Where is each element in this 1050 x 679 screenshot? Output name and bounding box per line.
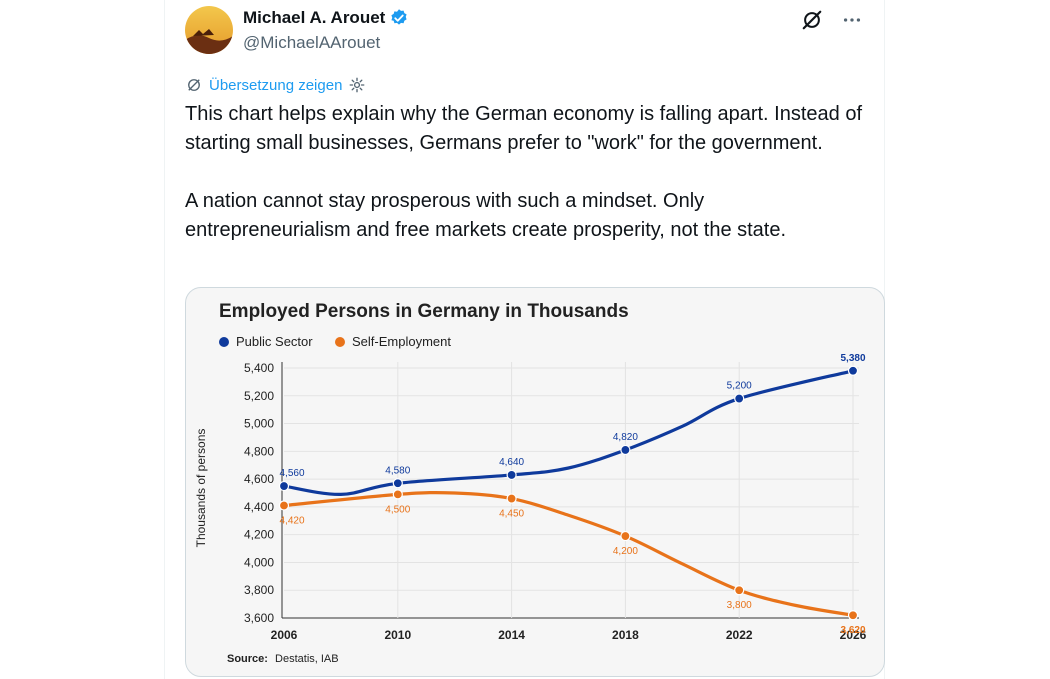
- y-tick-label: 4,400: [244, 500, 274, 514]
- line-chart: Employed Persons in Germany in Thousands…: [194, 301, 867, 665]
- data-label-self: 3,800: [727, 600, 752, 611]
- translate-icon: [188, 79, 200, 91]
- y-tick-label: 3,800: [244, 583, 274, 597]
- data-point-public: [847, 365, 859, 376]
- legend-marker-public: [219, 337, 229, 347]
- data-point-public: [278, 480, 290, 492]
- show-translation-label[interactable]: Übersetzung zeigen: [209, 76, 343, 94]
- data-point-self: [506, 493, 517, 504]
- data-label-public: 4,820: [613, 432, 638, 443]
- data-point-self: [847, 610, 859, 621]
- chart-legend: Public Sector Self-Employment: [219, 334, 451, 349]
- data-point-self: [620, 530, 631, 542]
- show-translation-link[interactable]: Übersetzung zeigen: [185, 76, 366, 94]
- author-handle[interactable]: @MichaelAArouet: [243, 33, 381, 52]
- tweet-media-chart[interactable]: Employed Persons in Germany in Thousands…: [185, 287, 885, 677]
- data-label-self: 4,500: [385, 504, 410, 515]
- chart-grid: [281, 362, 859, 619]
- y-tick-label: 4,800: [244, 444, 274, 458]
- y-tick-label: 5,000: [244, 417, 274, 431]
- chart-series: 4,560 4,580 4,640 4,820 5,200 5,380 4,420 4,500…: [278, 353, 866, 636]
- tweet: Michael A. Arouet @MichaelAArouet Übers: [164, 0, 885, 679]
- data-point-public: [506, 469, 517, 481]
- data-point-self: [392, 489, 403, 500]
- legend-marker-self: [335, 337, 345, 347]
- data-label-self: 4,450: [499, 509, 524, 520]
- data-point-public: [734, 393, 745, 404]
- x-tick-label: 2026: [840, 628, 867, 642]
- author-name-text[interactable]: Michael A. Arouet: [243, 8, 386, 27]
- tweet-paragraph-1: This chart helps explain why the German …: [185, 103, 863, 154]
- data-label-self: 4,200: [613, 546, 638, 557]
- chart-title: Employed Persons in Germany in Thousands: [219, 301, 629, 322]
- data-label-public: 5,380: [840, 353, 865, 364]
- y-tick-label: 5,400: [244, 361, 274, 375]
- x-tick-label: 2022: [726, 628, 753, 642]
- legend-label-self: Self-Employment: [352, 334, 451, 349]
- series-line-public: [282, 369, 855, 496]
- data-point-self: [734, 585, 745, 596]
- series-line-self: [282, 490, 855, 617]
- tweet-paragraph-2: A nation cannot stay prosperous with suc…: [185, 190, 787, 241]
- gear-icon[interactable]: [348, 76, 366, 94]
- y-axis-ticks: 5,400 5,200 5,000 4,800 4,600 4,400 4,200 4,000…: [244, 361, 274, 625]
- tweet-text: This chart helps explain why the German …: [185, 100, 865, 245]
- x-tick-label: 2006: [271, 628, 298, 642]
- y-tick-label: 3,600: [244, 611, 274, 625]
- avatar[interactable]: [185, 6, 233, 54]
- x-tick-label: 2014: [498, 628, 525, 642]
- data-point-public: [620, 444, 631, 456]
- data-point-self: [278, 500, 290, 511]
- verified-badge-icon: [391, 9, 407, 25]
- data-label-self: 4,420: [279, 516, 304, 527]
- grok-icon[interactable]: [800, 8, 824, 32]
- y-tick-label: 4,200: [244, 528, 274, 542]
- data-label-public: 4,640: [499, 457, 524, 468]
- x-tick-label: 2010: [384, 628, 411, 642]
- y-tick-label: 5,200: [244, 389, 274, 403]
- more-options-icon[interactable]: [840, 8, 864, 32]
- data-point-public: [392, 478, 403, 489]
- x-tick-label: 2018: [612, 628, 639, 642]
- y-axis-label: Thousands of persons: [194, 429, 208, 548]
- data-label-public: 4,560: [279, 468, 304, 479]
- x-axis-ticks: 2006 2010 2014 2018 2022 2026: [271, 628, 867, 642]
- chart-source-text: Destatis, IAB: [275, 653, 339, 665]
- legend-label-public: Public Sector: [236, 334, 313, 349]
- chart-source-label: Source:: [227, 653, 268, 665]
- y-tick-label: 4,600: [244, 472, 274, 486]
- data-label-public: 4,580: [385, 465, 410, 476]
- chart-source: Source: Destatis, IAB: [227, 653, 339, 665]
- data-label-public: 5,200: [727, 381, 752, 392]
- data-label-self: 3,620: [840, 625, 865, 636]
- tweet-top-actions: [800, 8, 864, 32]
- y-tick-label: 4,000: [244, 555, 274, 569]
- author-name[interactable]: Michael A. Arouet: [243, 8, 409, 28]
